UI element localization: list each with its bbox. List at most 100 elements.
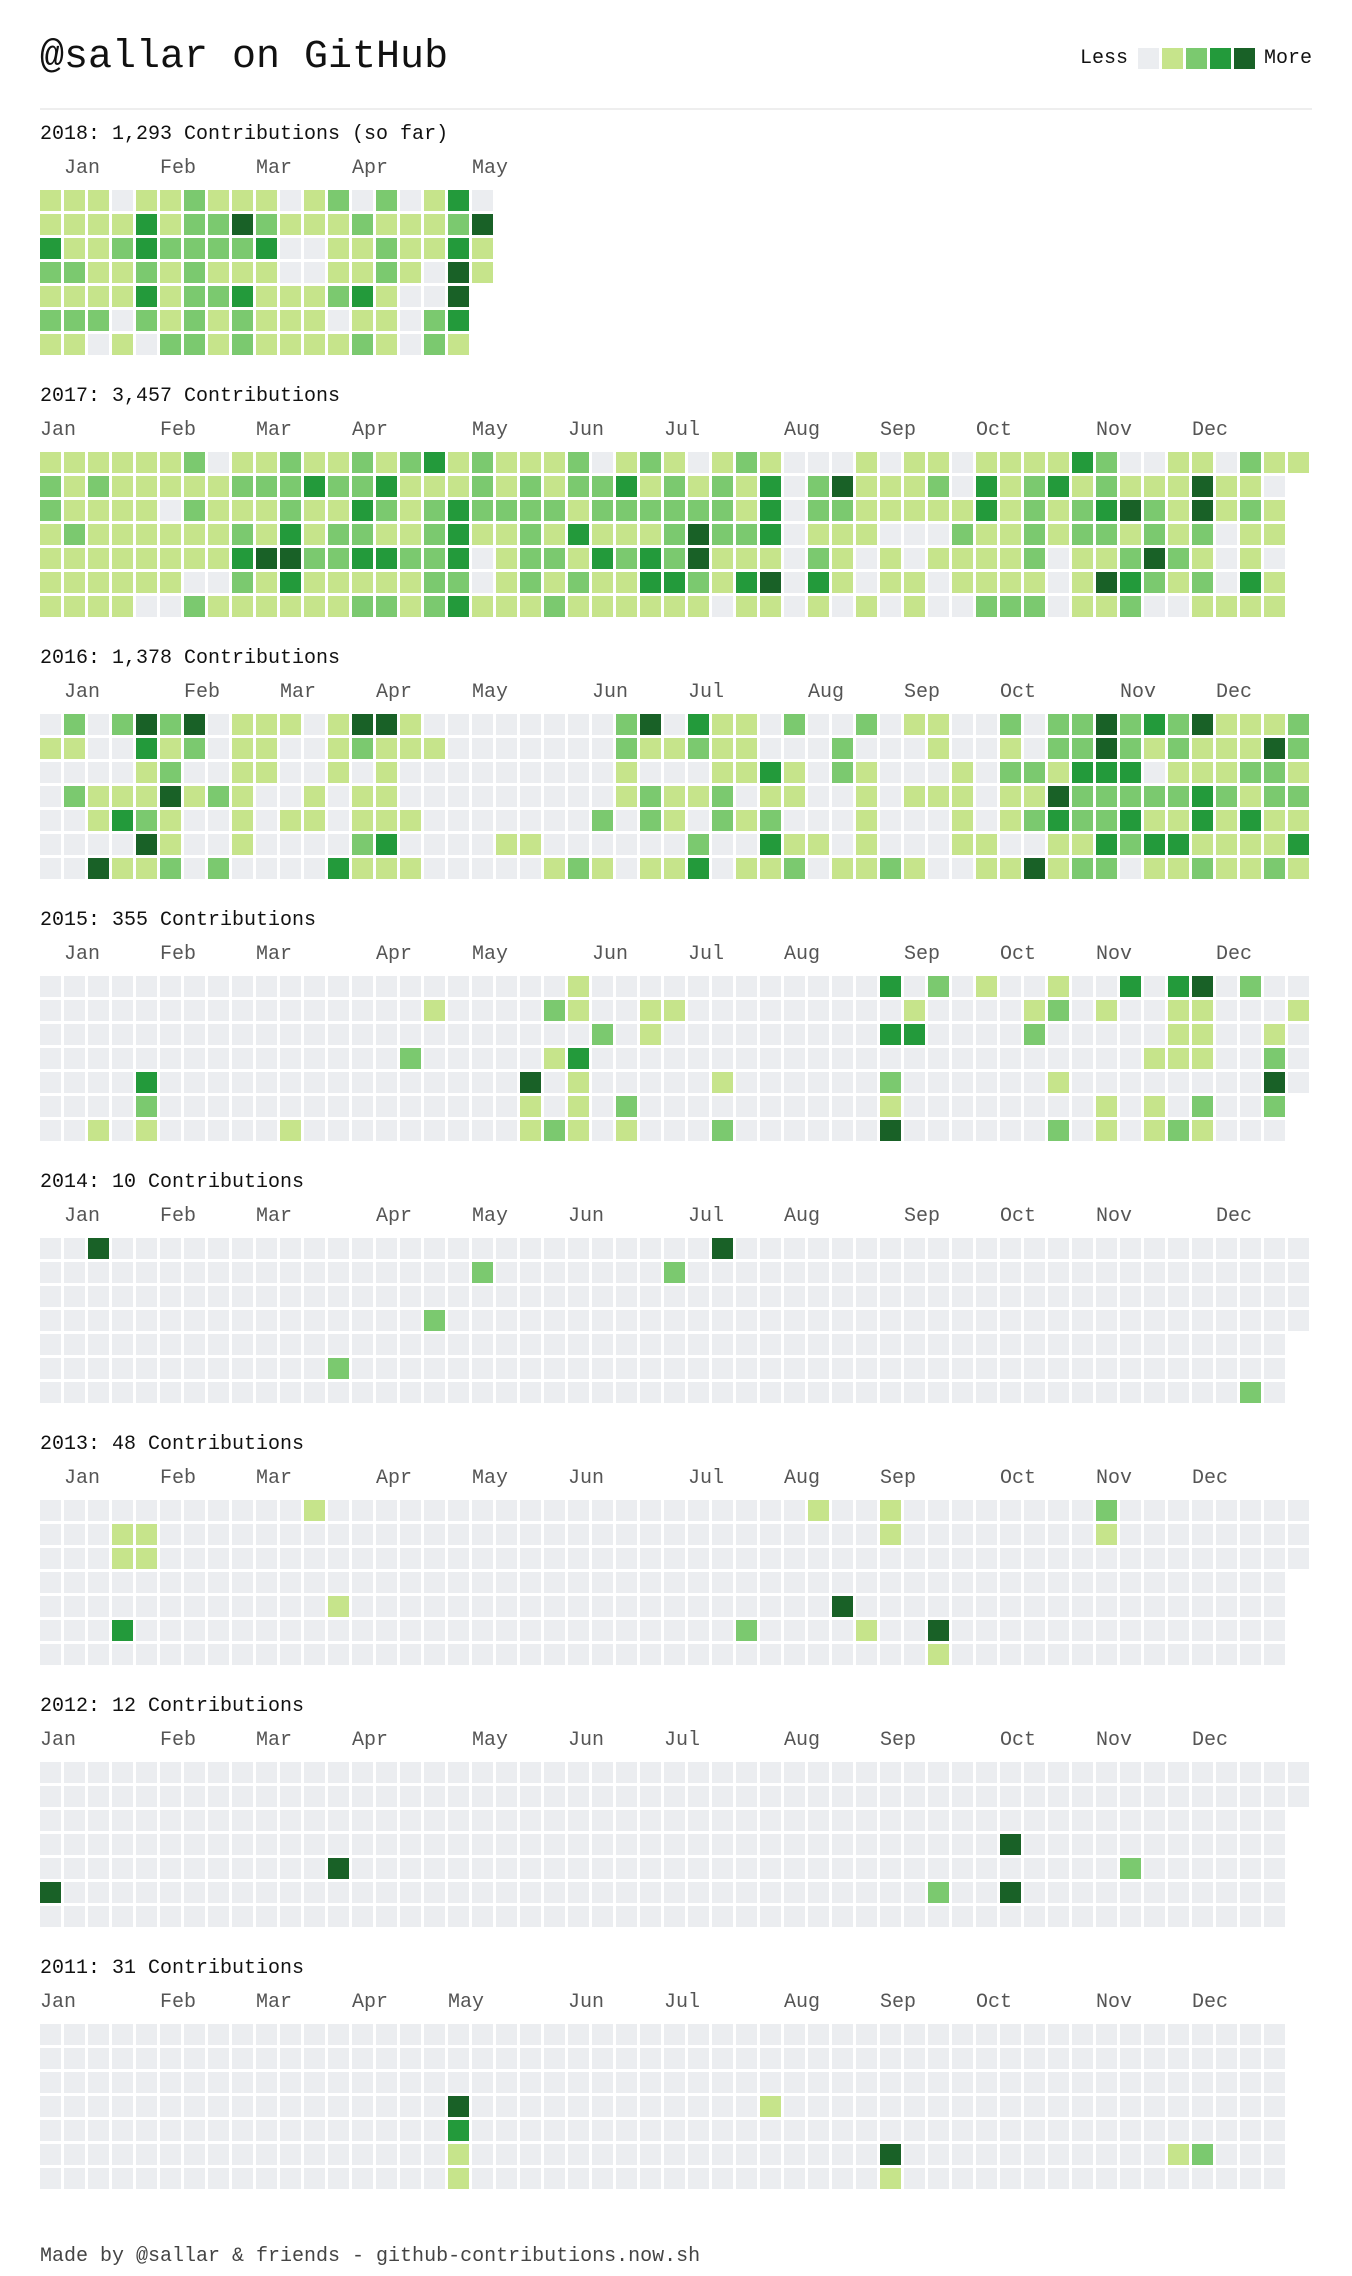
day-cell[interactable] <box>808 2024 829 2045</box>
day-cell[interactable] <box>64 2072 85 2093</box>
day-cell[interactable] <box>64 1762 85 1783</box>
day-cell[interactable] <box>880 452 901 473</box>
day-cell[interactable] <box>544 476 565 497</box>
day-cell[interactable] <box>496 1096 517 1117</box>
day-cell[interactable] <box>280 1834 301 1855</box>
day-cell[interactable] <box>352 1786 373 1807</box>
day-cell[interactable] <box>952 786 973 807</box>
day-cell[interactable] <box>712 976 733 997</box>
day-cell[interactable] <box>856 1620 877 1641</box>
day-cell[interactable] <box>400 738 421 759</box>
day-cell[interactable] <box>280 452 301 473</box>
day-cell[interactable] <box>1000 1000 1021 1021</box>
day-cell[interactable] <box>400 1096 421 1117</box>
day-cell[interactable] <box>256 1834 277 1855</box>
day-cell[interactable] <box>448 1906 469 1927</box>
day-cell[interactable] <box>568 762 589 783</box>
day-cell[interactable] <box>616 572 637 593</box>
day-cell[interactable] <box>136 1262 157 1283</box>
day-cell[interactable] <box>664 596 685 617</box>
day-cell[interactable] <box>328 1120 349 1141</box>
day-cell[interactable] <box>904 1596 925 1617</box>
day-cell[interactable] <box>424 738 445 759</box>
day-cell[interactable] <box>952 1238 973 1259</box>
day-cell[interactable] <box>1168 1310 1189 1331</box>
day-cell[interactable] <box>1000 1358 1021 1379</box>
day-cell[interactable] <box>304 762 325 783</box>
day-cell[interactable] <box>1072 1096 1093 1117</box>
day-cell[interactable] <box>448 596 469 617</box>
day-cell[interactable] <box>136 1024 157 1045</box>
day-cell[interactable] <box>736 452 757 473</box>
day-cell[interactable] <box>1120 786 1141 807</box>
day-cell[interactable] <box>952 500 973 521</box>
day-cell[interactable] <box>736 500 757 521</box>
day-cell[interactable] <box>736 572 757 593</box>
day-cell[interactable] <box>1024 858 1045 879</box>
day-cell[interactable] <box>952 810 973 831</box>
day-cell[interactable] <box>1000 762 1021 783</box>
day-cell[interactable] <box>832 786 853 807</box>
day-cell[interactable] <box>784 572 805 593</box>
day-cell[interactable] <box>256 262 277 283</box>
day-cell[interactable] <box>496 738 517 759</box>
day-cell[interactable] <box>1072 976 1093 997</box>
day-cell[interactable] <box>160 1858 181 1879</box>
day-cell[interactable] <box>424 1238 445 1259</box>
day-cell[interactable] <box>40 834 61 855</box>
day-cell[interactable] <box>520 548 541 569</box>
day-cell[interactable] <box>592 1024 613 1045</box>
day-cell[interactable] <box>88 738 109 759</box>
day-cell[interactable] <box>952 976 973 997</box>
day-cell[interactable] <box>496 786 517 807</box>
day-cell[interactable] <box>472 1120 493 1141</box>
day-cell[interactable] <box>616 1048 637 1069</box>
day-cell[interactable] <box>760 2024 781 2045</box>
day-cell[interactable] <box>1024 2096 1045 2117</box>
day-cell[interactable] <box>1072 1572 1093 1593</box>
day-cell[interactable] <box>184 762 205 783</box>
day-cell[interactable] <box>496 1262 517 1283</box>
day-cell[interactable] <box>472 1762 493 1783</box>
day-cell[interactable] <box>1144 1072 1165 1093</box>
day-cell[interactable] <box>280 334 301 355</box>
day-cell[interactable] <box>496 1024 517 1045</box>
day-cell[interactable] <box>1264 1858 1285 1879</box>
day-cell[interactable] <box>1144 976 1165 997</box>
day-cell[interactable] <box>856 714 877 735</box>
day-cell[interactable] <box>1048 858 1069 879</box>
day-cell[interactable] <box>232 834 253 855</box>
day-cell[interactable] <box>784 834 805 855</box>
day-cell[interactable] <box>184 1358 205 1379</box>
day-cell[interactable] <box>1240 500 1261 521</box>
day-cell[interactable] <box>1120 1024 1141 1045</box>
day-cell[interactable] <box>640 2024 661 2045</box>
day-cell[interactable] <box>736 834 757 855</box>
day-cell[interactable] <box>928 1500 949 1521</box>
day-cell[interactable] <box>112 1596 133 1617</box>
day-cell[interactable] <box>544 858 565 879</box>
day-cell[interactable] <box>424 1500 445 1521</box>
day-cell[interactable] <box>520 2168 541 2189</box>
day-cell[interactable] <box>808 1620 829 1641</box>
day-cell[interactable] <box>112 2096 133 2117</box>
day-cell[interactable] <box>352 310 373 331</box>
day-cell[interactable] <box>1024 1596 1045 1617</box>
day-cell[interactable] <box>1168 1048 1189 1069</box>
day-cell[interactable] <box>808 1906 829 1927</box>
day-cell[interactable] <box>1168 976 1189 997</box>
day-cell[interactable] <box>688 1762 709 1783</box>
day-cell[interactable] <box>1048 2096 1069 2117</box>
day-cell[interactable] <box>208 1572 229 1593</box>
day-cell[interactable] <box>1216 1786 1237 1807</box>
day-cell[interactable] <box>496 1334 517 1355</box>
day-cell[interactable] <box>64 548 85 569</box>
day-cell[interactable] <box>232 1858 253 1879</box>
day-cell[interactable] <box>976 452 997 473</box>
day-cell[interactable] <box>568 1310 589 1331</box>
day-cell[interactable] <box>472 1310 493 1331</box>
day-cell[interactable] <box>544 1786 565 1807</box>
day-cell[interactable] <box>160 524 181 545</box>
day-cell[interactable] <box>1216 1358 1237 1379</box>
day-cell[interactable] <box>64 1120 85 1141</box>
